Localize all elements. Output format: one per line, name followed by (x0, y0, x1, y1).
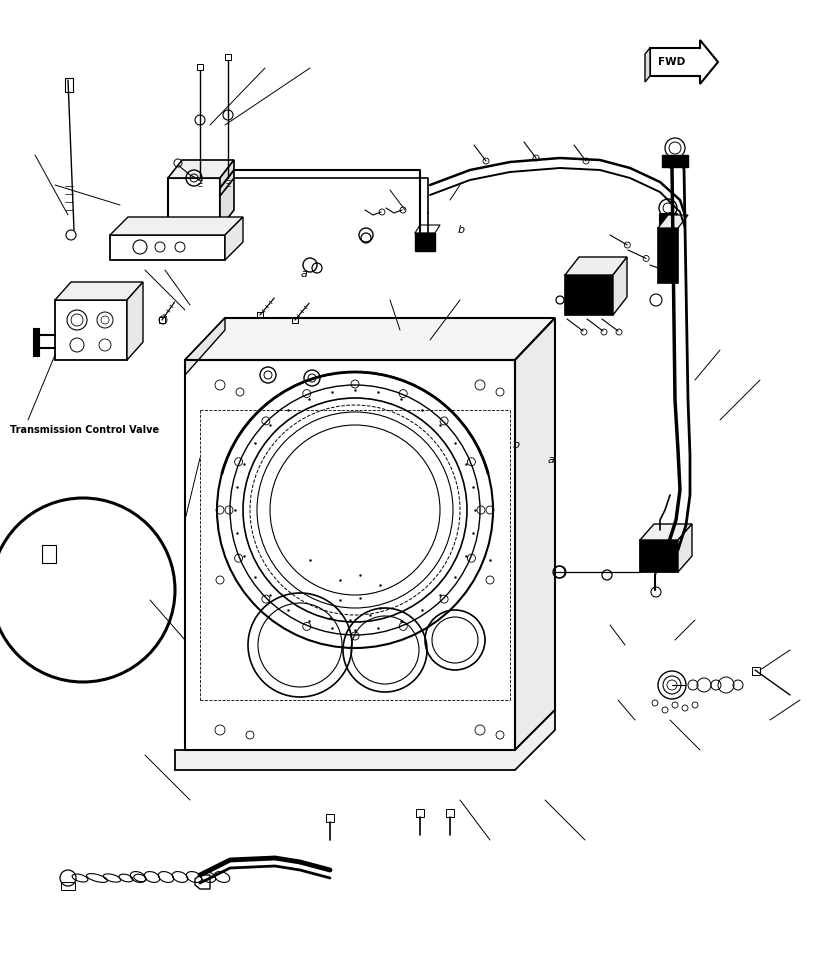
Polygon shape (195, 875, 210, 889)
Text: a: a (301, 269, 308, 279)
Bar (33, 328, 39, 356)
Bar (65, 78, 73, 92)
Bar (662, 155, 688, 167)
Polygon shape (185, 318, 555, 360)
Polygon shape (127, 282, 143, 360)
Polygon shape (55, 282, 143, 300)
Bar (752, 667, 760, 675)
Bar (416, 809, 424, 817)
Bar (565, 275, 613, 315)
Bar (446, 809, 454, 817)
Polygon shape (55, 300, 127, 360)
Bar (159, 317, 165, 323)
Polygon shape (168, 178, 220, 228)
Bar (42, 545, 56, 563)
Bar (326, 814, 334, 822)
Bar (197, 64, 203, 70)
Polygon shape (168, 160, 234, 178)
Polygon shape (110, 235, 225, 260)
Polygon shape (225, 217, 243, 260)
Bar (225, 54, 231, 60)
Bar (257, 312, 263, 318)
Polygon shape (185, 318, 225, 375)
Polygon shape (565, 257, 627, 275)
Bar (640, 540, 678, 572)
Polygon shape (650, 40, 718, 84)
Text: FWD: FWD (658, 57, 685, 67)
Text: Transmission Control Valve: Transmission Control Valve (10, 425, 160, 435)
Bar (415, 233, 435, 251)
Polygon shape (175, 710, 555, 770)
Bar (658, 228, 678, 283)
Text: a: a (548, 455, 555, 465)
Polygon shape (220, 160, 234, 228)
Text: b: b (513, 440, 520, 450)
Bar (659, 213, 677, 227)
Bar (292, 317, 298, 323)
Bar (61, 882, 75, 890)
Text: b: b (458, 225, 465, 235)
Polygon shape (658, 215, 688, 228)
Polygon shape (678, 524, 692, 572)
Polygon shape (640, 524, 692, 540)
Polygon shape (613, 257, 627, 315)
Polygon shape (645, 48, 650, 82)
Polygon shape (110, 217, 243, 235)
Polygon shape (515, 318, 555, 750)
